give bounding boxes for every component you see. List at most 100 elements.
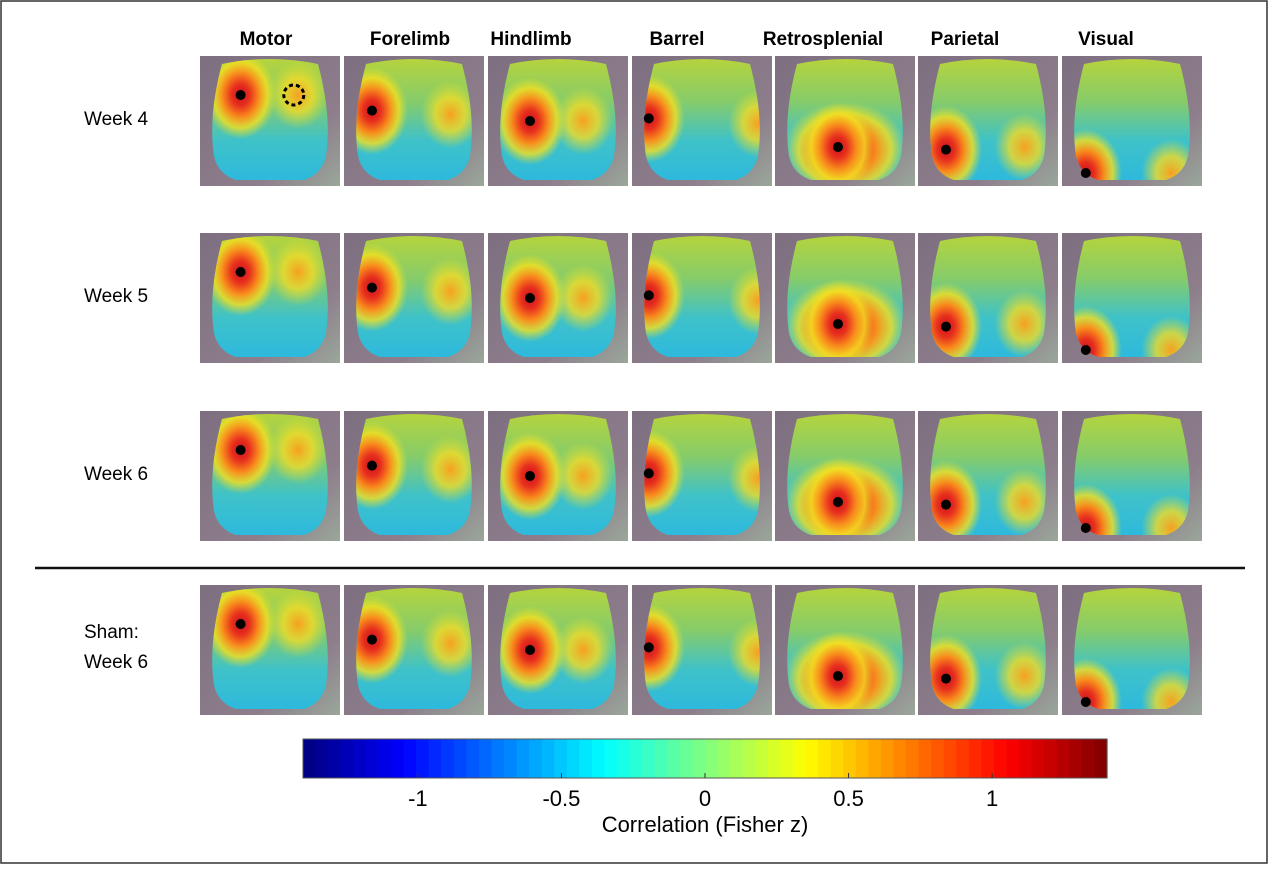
correlation-map	[488, 585, 628, 715]
seed-dot	[644, 468, 654, 478]
row-label: Week 6	[84, 652, 148, 673]
colorbar-segment	[1044, 739, 1057, 778]
seed-dot	[644, 290, 654, 300]
colorbar-segment	[818, 739, 831, 778]
colorbar-segment	[454, 739, 467, 778]
colorbar-segment	[843, 739, 856, 778]
seed-dot	[525, 116, 535, 126]
brain-map	[200, 51, 340, 186]
colorbar-tick-label: -1	[408, 786, 428, 811]
column-label: Barrel	[650, 29, 705, 50]
colorbar-segment	[1019, 739, 1032, 778]
colorbar-segment	[517, 739, 530, 778]
colorbar-segment	[655, 739, 668, 778]
seed-dot	[525, 471, 535, 481]
brain-map	[336, 56, 484, 186]
colorbar-segment	[806, 739, 819, 778]
seed-dot	[525, 645, 535, 655]
brain-map	[200, 228, 340, 363]
colorbar-segment	[303, 739, 316, 778]
colorbar-tick-label: -0.5	[542, 786, 580, 811]
seed-dot	[941, 322, 951, 332]
colorbar-segment	[868, 739, 881, 778]
seed-dot	[367, 283, 377, 293]
colorbar-segment	[780, 739, 793, 778]
colorbar-segment	[881, 739, 894, 778]
colorbar-segment	[642, 739, 655, 778]
seed-dot	[941, 500, 951, 510]
correlation-map	[488, 233, 628, 363]
colorbar-segment	[404, 739, 417, 778]
colorbar-tick-label: 0.5	[833, 786, 864, 811]
brain-map	[613, 411, 788, 541]
contra-blob	[268, 238, 328, 306]
seed-dot	[367, 635, 377, 645]
column-label: Retrosplenial	[763, 29, 883, 50]
brain-map	[613, 56, 788, 186]
seed-dot	[367, 461, 377, 471]
seed-dot	[833, 497, 843, 507]
colorbar-segment	[504, 739, 517, 778]
colorbar-segment	[441, 739, 454, 778]
correlation-map	[200, 228, 340, 363]
brain-map	[613, 585, 788, 715]
brain-map	[775, 233, 915, 375]
row-label: Week 4	[84, 109, 149, 130]
page: MotorForelimbHindlimbBarrelRetrosplenial…	[0, 0, 1268, 864]
contra-blob	[268, 61, 328, 129]
seed-dot	[525, 293, 535, 303]
colorbar-segment	[1082, 739, 1095, 778]
seed-dot	[941, 674, 951, 684]
colorbar-segment	[529, 739, 542, 778]
brain-map	[336, 411, 484, 541]
seed-dot	[367, 106, 377, 116]
column-label: Forelimb	[370, 29, 450, 50]
brain-map	[775, 585, 915, 727]
colorbar-segment	[667, 739, 680, 778]
colorbar-segment	[579, 739, 592, 778]
colorbar-segment	[366, 739, 379, 778]
colorbar-segment	[391, 739, 404, 778]
row-label: Week 6	[84, 464, 148, 485]
colorbar-segment	[793, 739, 806, 778]
column-label: Motor	[240, 29, 293, 50]
brain-map	[336, 233, 484, 363]
colorbar-segment	[479, 739, 492, 778]
colorbar-segment	[856, 739, 869, 778]
colorbar-segment	[341, 739, 354, 778]
figure: MotorForelimbHindlimbBarrelRetrosplenial…	[0, 0, 1268, 864]
brain-map	[488, 56, 628, 186]
colorbar-tick-label: 0	[699, 786, 711, 811]
colorbar-segment	[316, 739, 329, 778]
colorbar-segment	[617, 739, 630, 778]
colorbar-segment	[605, 739, 618, 778]
seed-dot	[236, 445, 246, 455]
column-label: Parietal	[931, 29, 1000, 50]
colorbar-segment	[1032, 739, 1045, 778]
colorbar-segment	[906, 739, 919, 778]
colorbar-segment	[680, 739, 693, 778]
colorbar-segment	[554, 739, 567, 778]
seed-dot	[644, 113, 654, 123]
colorbar-segment	[743, 739, 756, 778]
row-label: Sham:	[84, 622, 139, 643]
colorbar-segment	[466, 739, 479, 778]
correlation-map	[488, 56, 628, 186]
colorbar-segment	[718, 739, 731, 778]
brain-map	[910, 411, 1058, 549]
contra-blob	[268, 416, 328, 484]
brain-map	[910, 56, 1058, 194]
colorbar-segment	[1057, 739, 1070, 778]
brain-map	[775, 411, 915, 553]
seed-dot	[236, 267, 246, 277]
brain-map	[200, 406, 340, 541]
brain-map	[336, 585, 484, 715]
colorbar-segment	[592, 739, 605, 778]
colorbar-segment	[567, 739, 580, 778]
colorbar-segment	[542, 739, 555, 778]
seed-dot	[833, 671, 843, 681]
brain-map	[488, 233, 628, 363]
colorbar-segment	[931, 739, 944, 778]
colorbar-segment	[378, 739, 391, 778]
brain-map	[488, 585, 628, 715]
